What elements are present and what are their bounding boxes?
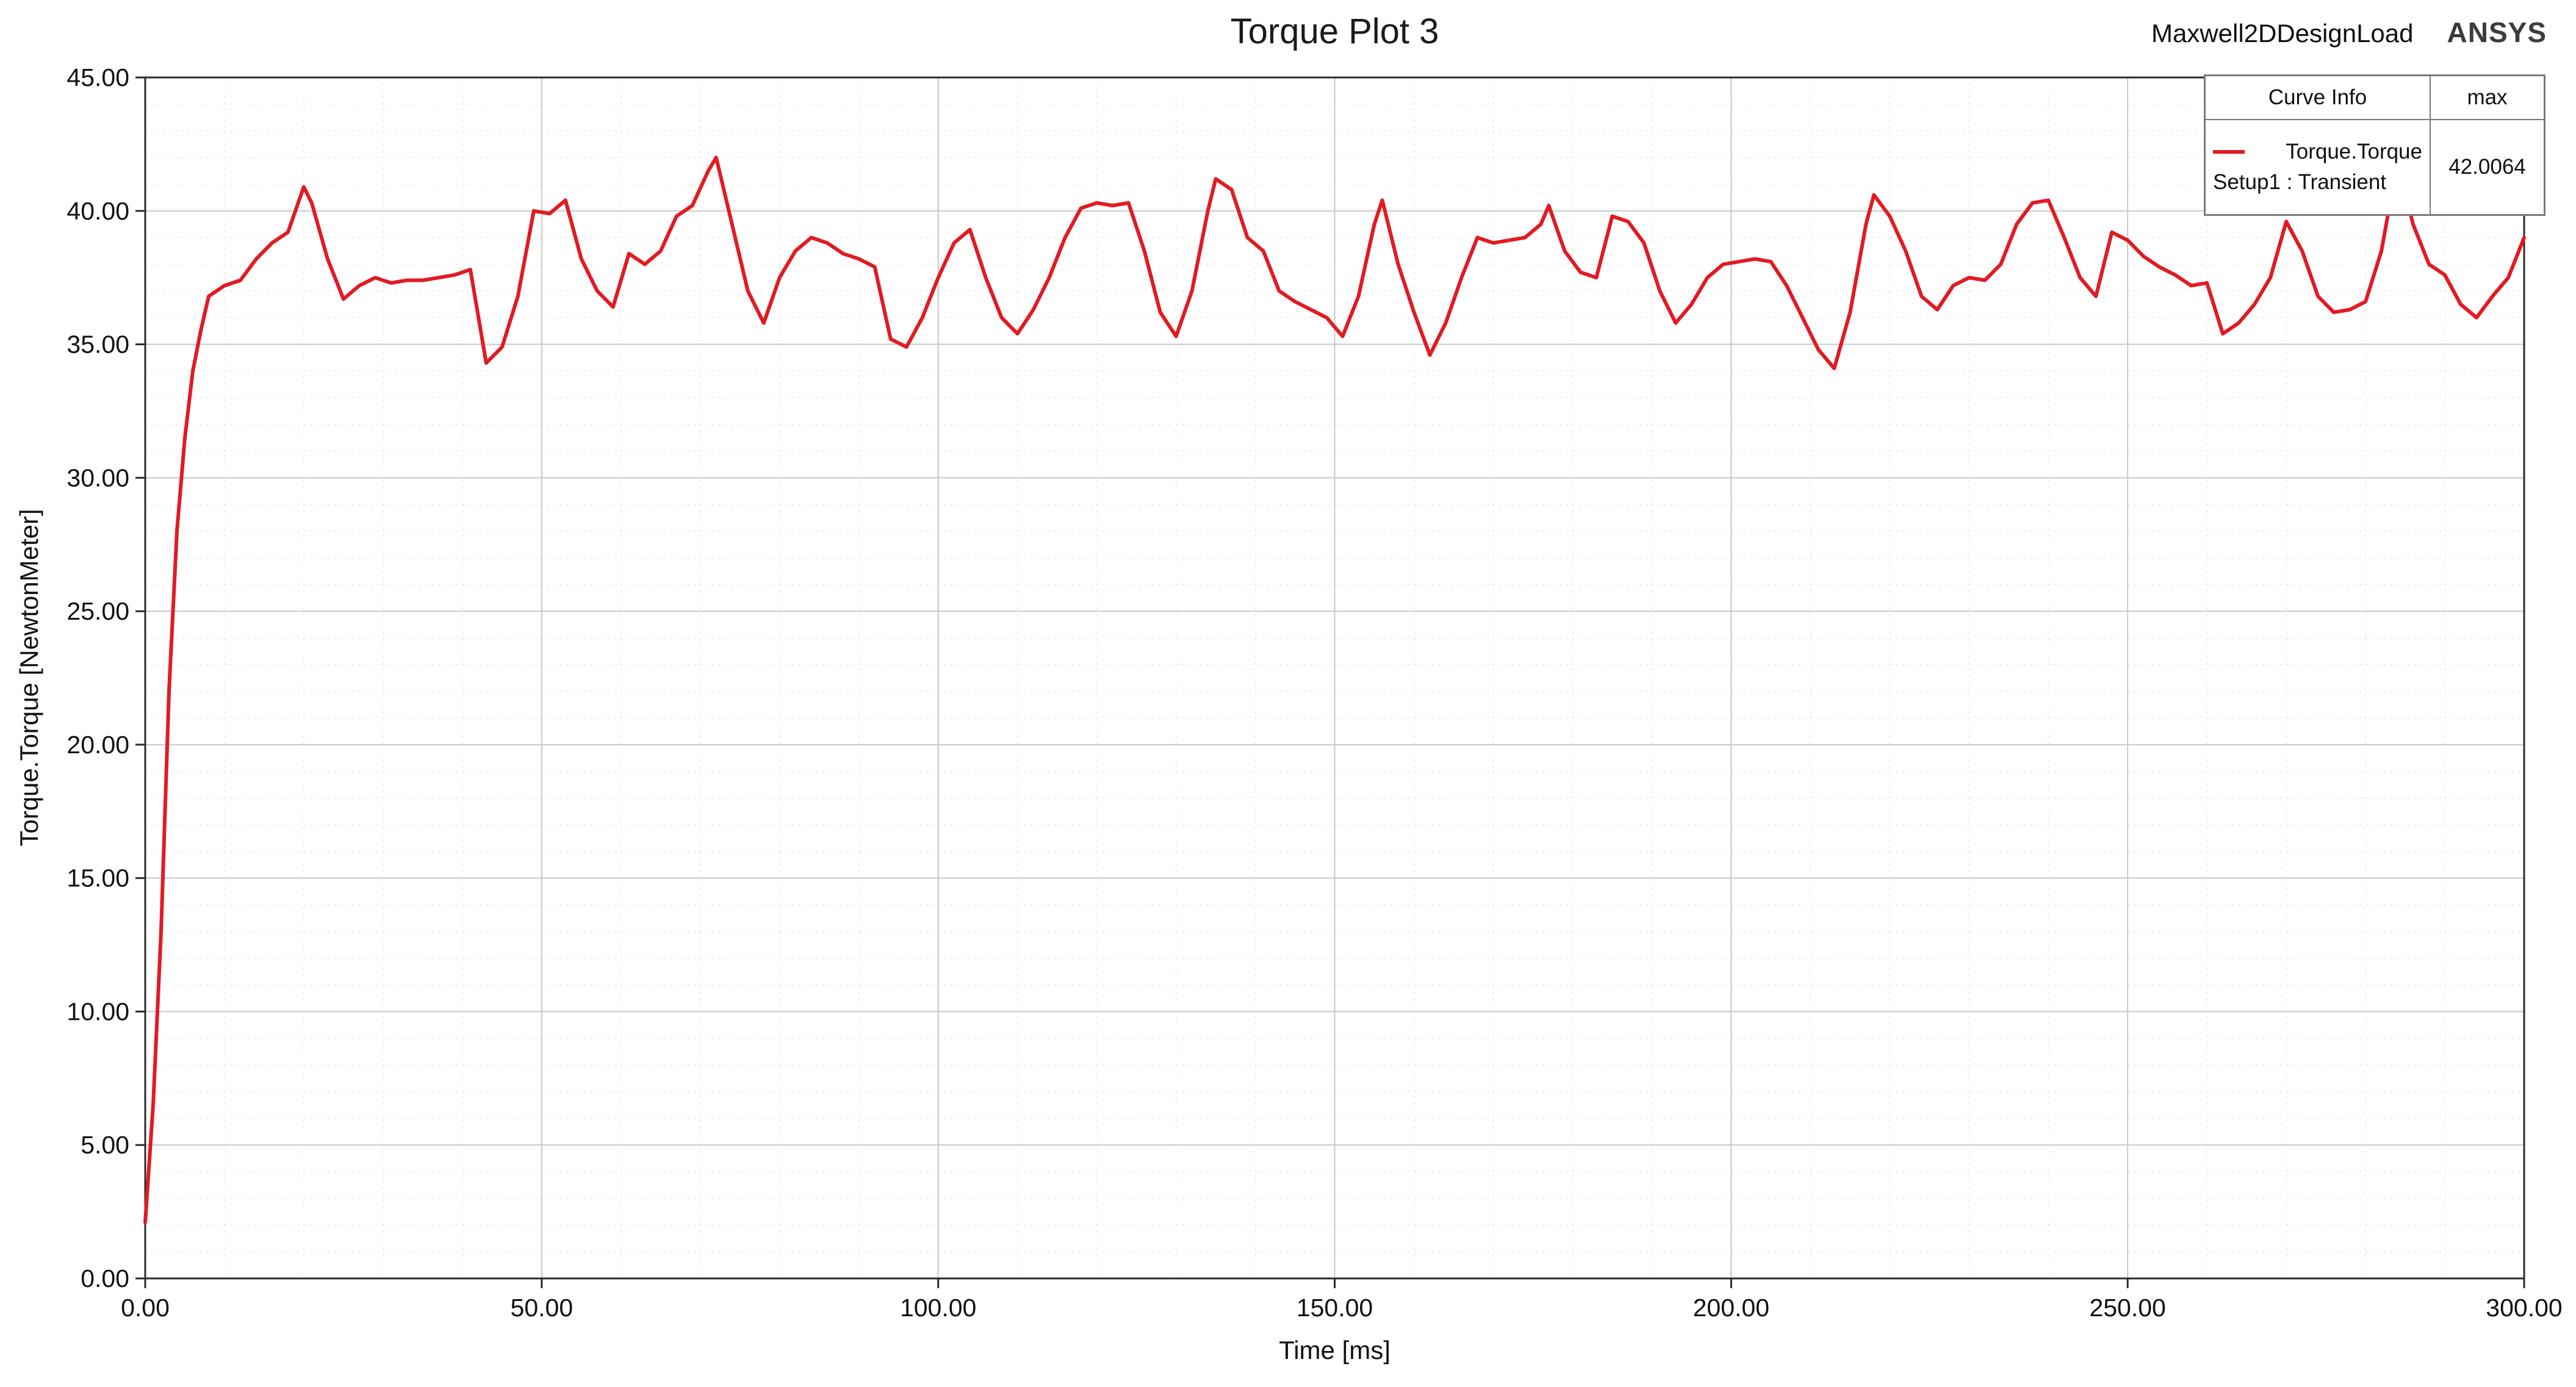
svg-text:5.00: 5.00 (81, 1131, 129, 1159)
svg-text:15.00: 15.00 (67, 864, 129, 892)
y-axis-title: Torque.Torque [NewtonMeter] (15, 509, 43, 847)
legend-max-value: 42.0064 (2448, 155, 2526, 179)
svg-text:150.00: 150.00 (1297, 1294, 1373, 1322)
legend-curve-entry: Torque.Torque Setup1 : Transient (2206, 120, 2431, 214)
legend-max-header: max (2431, 76, 2544, 120)
svg-text:0.00: 0.00 (121, 1294, 170, 1322)
svg-text:300.00: 300.00 (2486, 1294, 2562, 1322)
legend-curve-info-header: Curve Info (2206, 76, 2431, 120)
svg-text:10.00: 10.00 (67, 997, 129, 1025)
svg-text:50.00: 50.00 (511, 1294, 574, 1322)
svg-text:200.00: 200.00 (1693, 1294, 1769, 1322)
design-name-label: Maxwell2DDesignLoad (2151, 19, 2414, 48)
ansys-logo: ANSYS (2447, 16, 2547, 48)
legend: Curve Info max Torque.Torque Setup1 : Tr… (2204, 74, 2545, 216)
chart-title: Torque Plot 3 (1230, 12, 1439, 51)
curve-label: Torque.Torque (2286, 140, 2422, 163)
header-brand-row: Maxwell2DDesignLoad ANSYS (2151, 16, 2547, 49)
svg-text:45.00: 45.00 (67, 63, 129, 91)
svg-text:0.00: 0.00 (81, 1264, 129, 1292)
svg-text:250.00: 250.00 (2089, 1294, 2165, 1322)
setup-label: Setup1 : Transient (2213, 170, 2387, 194)
svg-text:100.00: 100.00 (900, 1294, 976, 1322)
x-axis-title: Time [ms] (1279, 1336, 1391, 1364)
legend-curve-row: Torque.Torque (2213, 140, 2422, 164)
svg-text:20.00: 20.00 (67, 731, 129, 759)
svg-text:30.00: 30.00 (67, 464, 129, 492)
svg-text:25.00: 25.00 (67, 597, 129, 625)
svg-text:35.00: 35.00 (67, 331, 129, 359)
svg-text:40.00: 40.00 (67, 197, 129, 225)
curve-color-swatch (2213, 150, 2245, 154)
